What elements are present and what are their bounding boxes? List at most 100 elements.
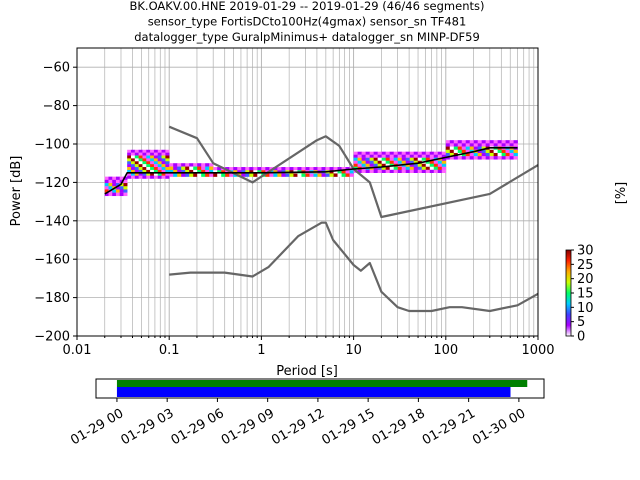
density-cell bbox=[205, 163, 210, 167]
density-cell bbox=[104, 179, 109, 184]
density-cell bbox=[146, 169, 151, 173]
density-cell bbox=[197, 163, 202, 167]
density-cell bbox=[273, 173, 278, 177]
density-cell bbox=[165, 169, 170, 173]
density-cell bbox=[433, 151, 439, 155]
density-cell bbox=[123, 183, 128, 187]
density-cell bbox=[253, 167, 258, 171]
density-cell bbox=[138, 149, 143, 153]
density-cell bbox=[146, 167, 151, 171]
density-cell bbox=[453, 143, 459, 147]
density-cell bbox=[257, 173, 262, 177]
coverage-tick-label: 01-29 03 bbox=[118, 406, 176, 448]
density-cell bbox=[501, 152, 506, 157]
density-cell bbox=[445, 149, 451, 154]
colorbar-label: [%] bbox=[614, 182, 629, 205]
density-cell bbox=[123, 186, 128, 190]
density-cell bbox=[397, 154, 403, 158]
density-cell bbox=[217, 170, 222, 174]
density-cell bbox=[393, 169, 398, 173]
density-cell bbox=[373, 157, 378, 161]
density-cell bbox=[305, 167, 310, 171]
density-cell bbox=[497, 156, 502, 160]
density-cell bbox=[473, 140, 478, 144]
density-cell bbox=[405, 166, 411, 170]
coverage-tick-label: 01-29 00 bbox=[68, 406, 126, 448]
density-cell bbox=[353, 151, 358, 155]
density-cell bbox=[146, 172, 151, 176]
density-cell bbox=[373, 151, 378, 155]
density-cell bbox=[505, 152, 510, 157]
density-cell bbox=[385, 160, 390, 164]
density-cell bbox=[481, 149, 486, 154]
density-cell bbox=[119, 186, 124, 190]
density-cell bbox=[146, 164, 151, 168]
density-cell bbox=[409, 157, 415, 161]
density-cell bbox=[104, 186, 109, 190]
density-cell bbox=[329, 173, 334, 177]
density-cell bbox=[189, 166, 194, 171]
density-cell bbox=[445, 152, 451, 157]
density-cell bbox=[150, 155, 155, 159]
density-cell bbox=[413, 160, 419, 164]
coverage-tick-label: 01-29 12 bbox=[269, 406, 327, 448]
density-cell bbox=[142, 155, 147, 159]
plot-frame bbox=[76, 47, 539, 337]
density-cell bbox=[389, 166, 394, 170]
density-cell bbox=[341, 170, 346, 174]
density-cell bbox=[325, 167, 330, 171]
coverage-tick-label: 01-30 00 bbox=[470, 406, 528, 448]
density-cell bbox=[233, 167, 238, 171]
density-cell bbox=[381, 163, 386, 167]
density-cell bbox=[373, 160, 378, 164]
density-cell bbox=[381, 154, 386, 158]
density-cell bbox=[273, 167, 278, 171]
density-cell bbox=[245, 173, 250, 177]
density-cell bbox=[104, 192, 109, 197]
density-cell bbox=[449, 146, 455, 150]
density-cell bbox=[104, 189, 109, 193]
title-line: sensor_type FortisDCto100Hz(4gmax) senso… bbox=[148, 15, 467, 29]
density-cell bbox=[245, 167, 250, 171]
density-cell bbox=[353, 157, 358, 161]
density-cell bbox=[349, 173, 354, 177]
coverage-bar bbox=[116, 387, 511, 397]
density-cell bbox=[341, 173, 346, 177]
density-cell bbox=[127, 158, 132, 162]
density-cell bbox=[369, 154, 374, 158]
density-cell bbox=[421, 154, 427, 158]
density-cell bbox=[369, 160, 374, 164]
density-cell bbox=[217, 167, 222, 171]
density-cell bbox=[127, 152, 132, 156]
mode-line bbox=[104, 147, 518, 195]
density-cell bbox=[261, 170, 266, 174]
density-cell bbox=[112, 179, 117, 184]
title-line: BK.OAKV.00.HNE 2019-01-29 -- 2019-01-29 … bbox=[130, 0, 485, 13]
density-cell bbox=[445, 143, 451, 147]
density-cell bbox=[134, 175, 139, 179]
density-cell bbox=[123, 179, 128, 184]
density-cell bbox=[345, 170, 350, 174]
density-cell bbox=[142, 161, 147, 165]
density-cell bbox=[377, 157, 382, 161]
density-cell bbox=[377, 154, 382, 158]
density-cell bbox=[441, 151, 447, 155]
density-cell bbox=[349, 170, 354, 174]
density-cell bbox=[353, 154, 358, 158]
psd-chart: 0.01 0.1 1 10 100 1000 −200 −180 −160 −140 −120 −1… bbox=[9, 47, 555, 379]
density-cell bbox=[385, 163, 390, 167]
density-cell bbox=[165, 172, 170, 176]
density-cell bbox=[469, 143, 475, 147]
density-cell bbox=[413, 151, 419, 155]
density-cell bbox=[165, 175, 170, 179]
density-cell bbox=[193, 163, 198, 167]
density-cell bbox=[127, 169, 132, 173]
density-cell bbox=[497, 152, 502, 157]
x-tick-label: 10 bbox=[345, 343, 362, 358]
density-cell bbox=[437, 163, 443, 167]
density-cell bbox=[465, 140, 471, 144]
density-cell bbox=[405, 154, 411, 158]
density-cell bbox=[157, 152, 162, 156]
density-cell bbox=[461, 140, 467, 144]
density-cell bbox=[134, 164, 139, 168]
